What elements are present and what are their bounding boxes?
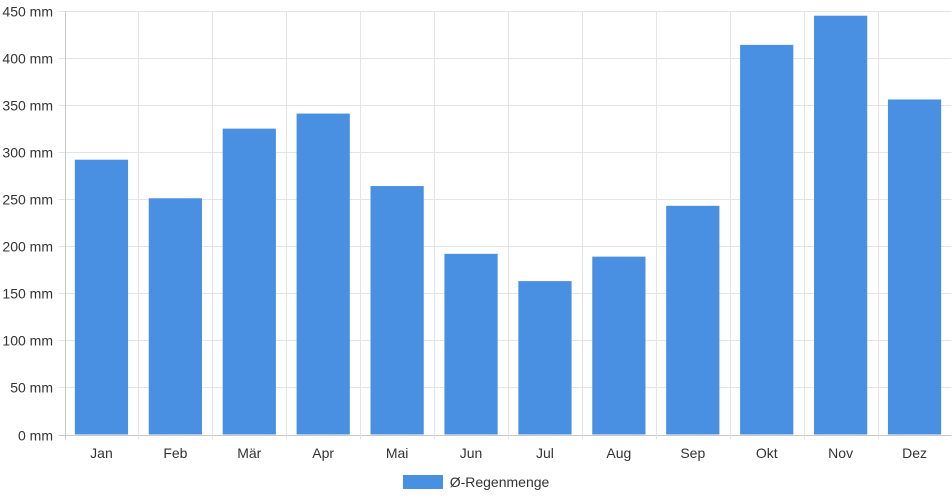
x-tick-label: Aug [606, 445, 631, 461]
y-tick-label: 450 mm [2, 4, 53, 20]
bar [666, 205, 720, 435]
bar [444, 253, 498, 435]
x-tick-label: Mai [386, 445, 409, 461]
y-tick-label: 400 mm [2, 51, 53, 67]
y-tick-label: 50 mm [10, 380, 53, 396]
bar [592, 256, 646, 435]
y-tick-label: 150 mm [2, 286, 53, 302]
x-tick-label: Jan [90, 445, 113, 461]
bar [814, 15, 868, 435]
legend: Ø-Regenmenge [0, 472, 952, 492]
x-tick-label: Feb [163, 445, 187, 461]
y-tick-label: 200 mm [2, 239, 53, 255]
bar [887, 99, 942, 435]
legend-label: Ø-Regenmenge [449, 474, 550, 490]
bar [222, 128, 276, 435]
y-tick-label: 250 mm [2, 192, 53, 208]
y-tick-label: 350 mm [2, 98, 53, 114]
bar [74, 159, 129, 435]
bar [370, 186, 424, 435]
x-tick-label: Nov [828, 445, 853, 461]
x-tick-label: Okt [756, 445, 778, 461]
bar [740, 44, 794, 435]
x-tick-label: Jul [536, 445, 554, 461]
y-tick-label: 100 mm [2, 333, 53, 349]
x-tick-label: Mär [237, 445, 261, 461]
x-tick-label: Jun [460, 445, 483, 461]
x-tick-label: Apr [312, 445, 334, 461]
legend-swatch [402, 475, 443, 489]
bar-chart: 0 mm 50 mm 100 mm 150 mm 200 mm 250 mm 300 mm 3… [2, 4, 952, 461]
y-tick-label: 300 mm [2, 145, 53, 161]
x-tick-label: Sep [680, 445, 705, 461]
bar [518, 281, 572, 435]
y-tick-label: 0 mm [18, 428, 53, 444]
bar [148, 198, 202, 435]
bar [296, 113, 350, 435]
x-tick-label: Dez [902, 445, 927, 461]
